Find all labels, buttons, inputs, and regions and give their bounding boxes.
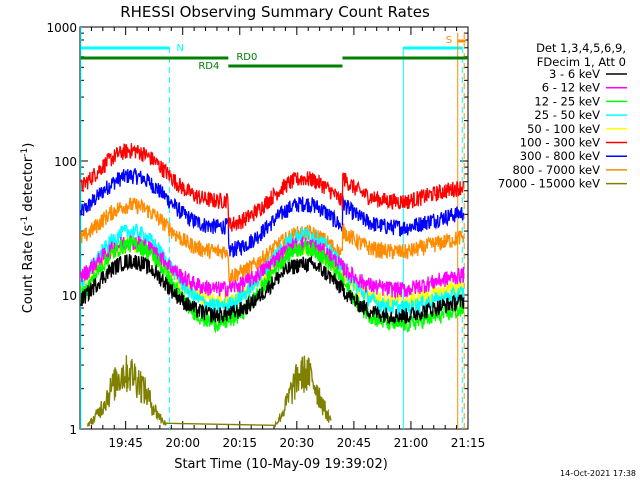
y-label-end: ) [21,143,36,148]
y-tick-label: 100 [54,155,77,169]
y-label-sup2: -1 [20,148,30,157]
series-line-1 [80,234,465,300]
legend-entry-label: 100 - 300 keV [520,136,600,150]
legend-entry-label: 300 - 800 keV [520,149,600,163]
series-line-8 [86,355,332,428]
x-tick-label: 20:45 [337,436,372,450]
rd4-flag-label: RD4 [198,61,219,72]
y-label-sup1: -1 [20,216,30,225]
legend-header-line-2: FDecim 1, Att 0 [537,55,626,69]
flags-layer: N S RD0 RD4 [80,27,468,429]
series-layer [80,143,465,428]
x-tick-label: 19:45 [108,436,143,450]
legend-entry-label: 800 - 7000 keV [512,163,600,177]
legend-entry-label: 25 - 50 keV [534,108,600,122]
legend-entry-label: 7000 - 15000 keV [498,177,600,191]
axes-layer: 1 10 100 1000 19:45 20:00 20:15 20:30 20:45 21:00… [46,21,485,450]
y-tick-label: 1 [69,423,77,437]
legend-entry-label: 3 - 6 keV [549,67,600,81]
y-label-mid: detector [21,156,36,216]
y-label-main: Count Rate (s [21,225,36,314]
x-tick-label: 21:15 [451,436,486,450]
legend-entry-label: 6 - 12 keV [542,81,600,95]
series-line-2 [80,235,465,334]
legend-entry-label: 50 - 100 keV [527,122,600,136]
legend-entry-label: 12 - 25 keV [534,94,600,108]
timestamp-text: 14-Oct-2021 17:38 [560,469,636,478]
x-tick-label: 20:30 [280,436,315,450]
night-flag-label: N [176,43,183,54]
series-line-7 [80,197,465,285]
chart-title: RHESSI Observing Summary Count Rates [120,3,430,21]
y-tick-label: 1000 [46,21,77,35]
rd0-flag-label: RD0 [236,52,257,63]
x-tick-label: 20:15 [222,436,257,450]
series-line-6 [80,168,465,258]
saa-flag-label: S [446,35,452,46]
series-line-5 [80,143,465,232]
series-line-0 [80,253,465,325]
y-tick-label: 10 [62,289,77,303]
x-tick-label: 21:00 [394,436,429,450]
y-axis-label: Count Rate (s-1 detector-1) [20,143,36,314]
legend-header-line-1: Det 1,3,4,5,6,9, [536,41,626,55]
x-axis-label: Start Time (10-May-09 19:39:02) [174,457,388,472]
x-tick-label: 20:00 [165,436,200,450]
